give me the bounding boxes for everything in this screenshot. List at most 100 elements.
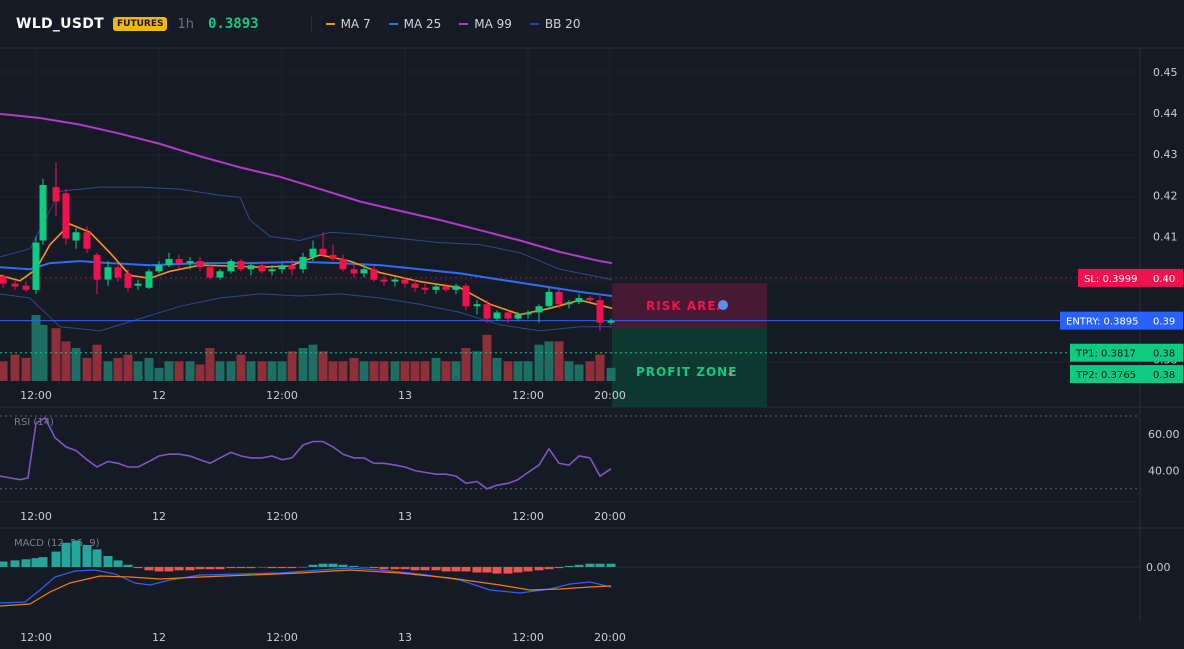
volume-bar	[564, 361, 574, 381]
ma99-path	[0, 112, 613, 265]
legend-label-bb20: BB 20	[544, 17, 581, 31]
time-axis-label: 13	[398, 631, 412, 644]
macd-histogram-bar	[554, 567, 564, 569]
macd-histogram-bar	[287, 567, 297, 569]
candle-body	[258, 265, 266, 272]
candle-body	[278, 265, 286, 270]
macd-signal-line	[0, 569, 612, 607]
interval-selector[interactable]: 1h	[177, 16, 194, 32]
volume-bar	[82, 357, 92, 381]
candle-body	[32, 242, 40, 290]
candle-body	[360, 269, 368, 274]
volume-bar	[92, 344, 102, 381]
volume-bar	[431, 357, 441, 381]
time-axis-label: 12:00	[20, 389, 52, 402]
volume-bar	[113, 357, 123, 381]
candle-body	[83, 232, 91, 249]
volume-bar	[420, 361, 430, 381]
volume-bar	[390, 361, 400, 381]
legend-bb20[interactable]: BB 20	[529, 17, 581, 31]
rsi-pane[interactable]: RSI (14) 60.00 40.00 12:00 12 12:00 13 12:00 20…	[0, 415, 1180, 523]
macd-histogram-bar	[123, 564, 133, 567]
macd-histogram-bar	[61, 542, 71, 567]
macd-histogram-bar	[492, 567, 502, 574]
volume-bar	[236, 354, 246, 381]
volume-bar	[267, 361, 277, 381]
macd-histogram-bar	[92, 549, 102, 567]
candle-body	[493, 312, 501, 319]
candle-body	[216, 271, 224, 278]
legend-label-ma25: MA 25	[403, 17, 442, 31]
volume-bar	[195, 364, 205, 381]
tp2-tag-label: TP2: 0.3765	[1075, 370, 1136, 381]
time-axis-label: 20:00	[594, 510, 626, 523]
candle-body	[134, 283, 142, 286]
candle-body	[555, 291, 563, 305]
entry-price-box	[1140, 311, 1183, 330]
macd-label: MACD (12, 26, 9)	[14, 538, 100, 549]
volume-bar	[21, 357, 31, 381]
risk-area-label: RISK AREA	[646, 299, 727, 313]
rsi-label: RSI (14)	[14, 417, 54, 428]
candle-body	[483, 304, 491, 319]
tp1-price-box	[1140, 343, 1183, 362]
tp2-price-box	[1140, 365, 1183, 384]
time-axis-label: 12:00	[266, 389, 298, 402]
macd-pane[interactable]: MACD (12, 26, 9) 0.00 12:00 12 12:00 13 12:00…	[0, 538, 1171, 644]
legend-swatch-ma99	[459, 23, 469, 25]
candle-body	[104, 267, 112, 280]
candle-body	[309, 248, 317, 257]
volume-bar	[144, 357, 154, 381]
candle-body	[350, 269, 358, 274]
volume-bar	[133, 361, 143, 381]
volume-bar	[0, 361, 8, 381]
macd-histogram-bar	[513, 567, 523, 573]
volume-bar	[71, 348, 81, 381]
volume-bar	[544, 341, 554, 381]
volume-bar	[338, 361, 348, 381]
volume-bar	[534, 344, 544, 381]
time-axis-label: 20:00	[594, 631, 626, 644]
macd-histogram-bar	[451, 567, 461, 572]
volume-bar	[51, 328, 61, 381]
symbol-name[interactable]: WLD_USDT	[16, 16, 105, 32]
volume-bar	[513, 361, 523, 381]
macd-histogram-bar	[267, 567, 277, 569]
legend-swatch-ma25	[388, 23, 398, 25]
rsi-axis-label: 40.00	[1148, 465, 1180, 478]
legend-ma7[interactable]: MA 7	[325, 17, 371, 31]
macd-histogram-bar	[257, 567, 267, 568]
macd-histogram-bar	[31, 558, 41, 567]
entry-tag-label: ENTRY: 0.3895	[1066, 317, 1139, 328]
entry-tag-box	[1060, 311, 1140, 330]
volume-bar	[574, 364, 584, 381]
volume-bar	[226, 361, 236, 381]
rocket-icon: ➶	[727, 366, 736, 379]
legend-ma25[interactable]: MA 25	[388, 17, 442, 31]
macd-histogram-bar	[215, 567, 225, 570]
macd-histogram-bar	[236, 567, 246, 569]
price-axis-label: 0.43	[1153, 148, 1178, 161]
volume-bar	[606, 367, 616, 381]
volume-bar	[554, 341, 564, 381]
candle-body	[524, 312, 532, 315]
candle-body	[452, 285, 460, 290]
candle-body	[114, 267, 122, 278]
candle-body	[22, 285, 30, 290]
volume-bar	[10, 354, 20, 381]
volume-bar	[123, 354, 133, 381]
sl-tag-label: SL: 0.3999	[1084, 274, 1137, 285]
volume-bar	[31, 315, 41, 381]
macd-histogram-bar	[71, 540, 81, 567]
time-axis-label: 20:00	[594, 389, 626, 402]
candle-body	[401, 279, 409, 284]
volume-bar	[472, 351, 482, 381]
futures-badge: FUTURES	[113, 17, 168, 31]
header-divider	[310, 16, 312, 32]
macd-histogram-bar	[574, 564, 584, 567]
candle-body	[288, 265, 296, 270]
legend-ma99[interactable]: MA 99	[459, 17, 512, 31]
candle-body	[514, 314, 522, 319]
volume-bar	[257, 361, 267, 381]
